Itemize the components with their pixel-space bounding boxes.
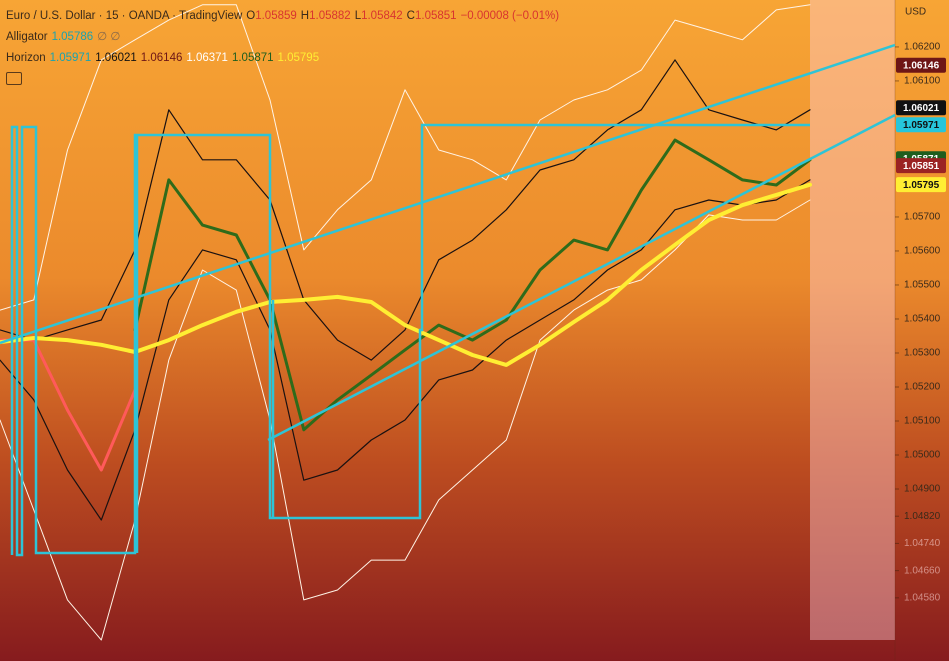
- ohlc-label: L: [354, 10, 362, 22]
- y-tick-label: 1.04900: [904, 484, 941, 495]
- indicator-value: 1.06146: [140, 52, 183, 64]
- y-tick-label: 1.05200: [904, 382, 941, 393]
- y-tick-label: 1.06100: [904, 76, 941, 87]
- y-tick-label: 1.04580: [904, 592, 941, 603]
- ohlc-value: 1.05851: [414, 10, 457, 22]
- ohlc-value: 1.05859: [255, 10, 297, 22]
- indicator-row: Horizon 1.05971 1.06021 1.06146 1.06371 1.058…: [6, 48, 563, 69]
- price-label: 1.05971: [903, 120, 940, 131]
- price-label-box: [896, 100, 946, 116]
- y-tick-label: 1.05100: [904, 416, 941, 427]
- indicator-value: 1.05871: [231, 52, 274, 64]
- price-label: 1.06021: [903, 103, 940, 114]
- price-label: 1.05795: [903, 180, 940, 191]
- y-tick-label: 1.05500: [904, 280, 941, 291]
- symbol: Euro / U.S. Dollar · 15 · OANDA · Tradin…: [6, 10, 243, 22]
- y-tick-label: 1.04660: [904, 565, 941, 576]
- price-label-box: [896, 117, 946, 133]
- collapse-button[interactable]: [6, 72, 22, 85]
- indicator-row: Alligator 1.05786 ∅ ∅: [6, 27, 563, 48]
- y-tick-label: 1.06200: [904, 42, 941, 53]
- price-label-box: [896, 57, 946, 73]
- series-line: [0, 4, 811, 311]
- price-axis: 1.06200 1.06100 1.05700 1.05600 1.05500 1.054…: [895, 42, 941, 603]
- y-tick-label: 1.04820: [904, 511, 941, 522]
- symbol-row: Euro / U.S. Dollar · 15 · OANDA · Tradin…: [6, 6, 563, 27]
- plot-area: [0, 43, 896, 557]
- price-label-box: [896, 177, 946, 193]
- change: −0.00008 (−0.01%): [460, 10, 560, 22]
- y-tick-label: 1.05000: [904, 450, 941, 461]
- ohlc-value: 1.05882: [309, 10, 351, 22]
- indicator-value: 1.05786: [51, 31, 94, 43]
- indicator-rows: Alligator 1.05786 ∅ ∅ Horizon 1.05971 1.06021…: [6, 27, 563, 69]
- indicator-name: Alligator: [6, 31, 48, 43]
- y-tick-label: 1.04740: [904, 538, 941, 549]
- indicator-value: 1.05795: [277, 52, 320, 64]
- future-zone: [810, 0, 895, 640]
- y-tick-label: 1.05300: [904, 348, 941, 359]
- y-tick-label: 1.05600: [904, 246, 941, 257]
- indicator-value: 1.05971: [49, 52, 92, 64]
- indicator-name: Horizon: [6, 52, 46, 64]
- indicator-value: 1.06371: [186, 52, 228, 64]
- price-label: 1.06146: [903, 60, 940, 71]
- ohlc-label: C: [406, 10, 415, 22]
- legend: Euro / U.S. Dollar · 15 · OANDA · Tradin…: [6, 6, 563, 85]
- ohlc-label: H: [300, 10, 310, 22]
- ohlc-value: 1.05842: [361, 10, 403, 22]
- series-line: [133, 138, 812, 432]
- price-label: 1.05851: [903, 161, 940, 172]
- ohlc-label: O: [246, 10, 256, 22]
- currency-label: USD: [905, 7, 926, 18]
- trend-line: [0, 43, 896, 345]
- horizon-boxes: [10, 123, 810, 557]
- y-tick-label: 1.05400: [904, 314, 941, 325]
- indicator-value: 1.06021: [95, 52, 137, 64]
- y-tick-label: 1.05700: [904, 212, 941, 223]
- trend-line: [267, 113, 896, 442]
- price-label-box: [896, 158, 946, 174]
- indicator-suffix: ∅ ∅: [97, 31, 121, 43]
